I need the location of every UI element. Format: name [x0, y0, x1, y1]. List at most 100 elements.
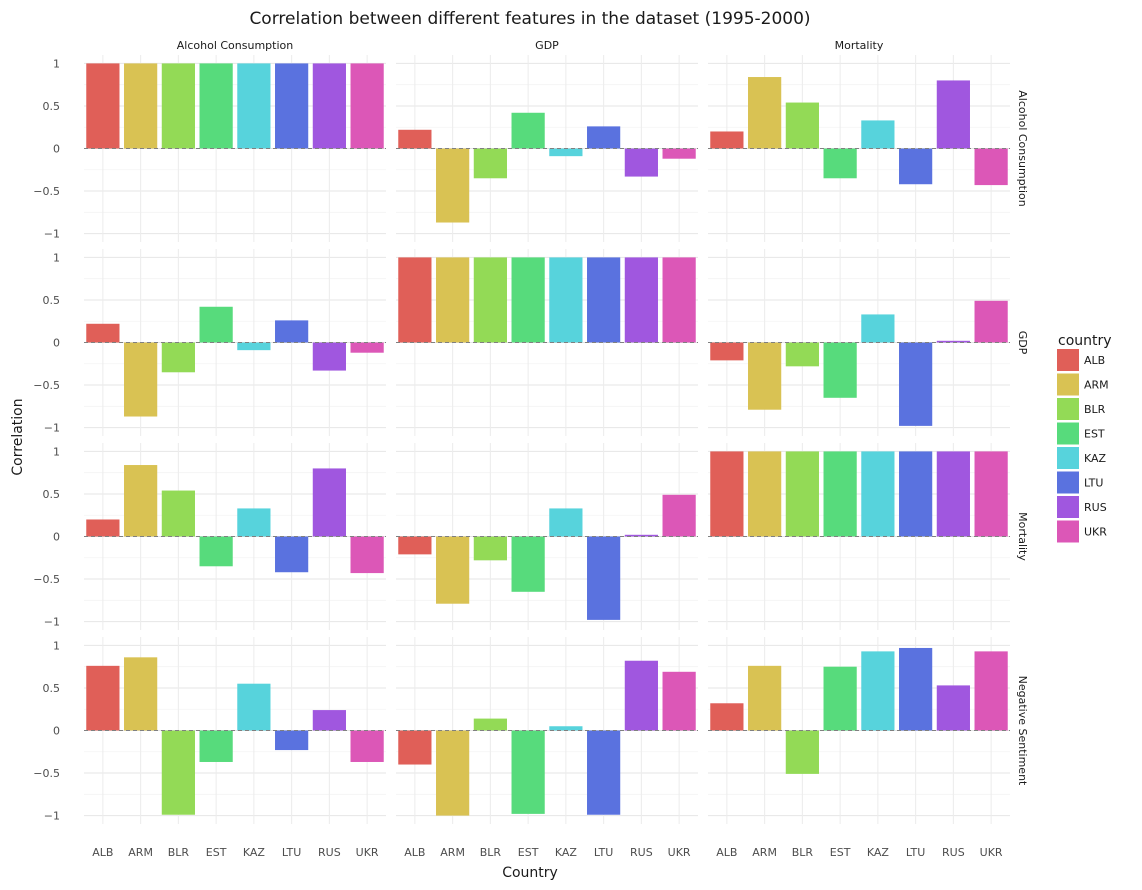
bar-kaz — [861, 451, 895, 537]
bar-blr — [473, 718, 507, 731]
y-tick-label: 0.5 — [43, 488, 61, 501]
bar-ltu — [587, 126, 621, 149]
y-tick-label: −1 — [44, 616, 60, 629]
legend-swatch-arm — [1057, 373, 1079, 396]
facet-row-label: Mortality — [1016, 512, 1029, 561]
bar-kaz — [237, 683, 271, 731]
y-axis-title: Correlation — [10, 398, 26, 475]
bar-blr — [785, 102, 819, 149]
legend-swatch-blr — [1057, 398, 1079, 420]
facet-panel — [396, 443, 698, 630]
x-tick-label: UKR — [356, 846, 379, 859]
bar-rus — [624, 148, 658, 177]
bar-kaz — [549, 148, 583, 157]
facet-panel — [708, 637, 1010, 824]
x-tick-label: ALB — [716, 846, 737, 859]
legend-swatch-est — [1057, 422, 1079, 445]
x-tick-label: ALB — [92, 846, 113, 859]
bar-arm — [124, 657, 158, 731]
chart-title: Correlation between different features i… — [249, 9, 810, 29]
facet-panel — [84, 55, 386, 242]
legend-swatch-kaz — [1057, 447, 1079, 469]
bar-arm — [124, 63, 158, 149]
bar-ltu — [275, 730, 309, 751]
bar-blr — [785, 342, 819, 367]
y-tick-label: −0.5 — [33, 767, 60, 780]
facet-panel — [84, 637, 386, 824]
x-tick-label: UKR — [668, 846, 691, 859]
y-tick-label: 0.5 — [43, 100, 61, 113]
bar-blr — [473, 148, 507, 179]
legend-swatch-ukr — [1057, 520, 1079, 543]
bar-blr — [473, 536, 507, 561]
bar-ukr — [662, 494, 696, 537]
facet-row-label: GDP — [1016, 331, 1029, 355]
bar-est — [511, 536, 545, 592]
bar-est — [511, 112, 545, 149]
bar-est — [199, 536, 233, 567]
bar-ukr — [662, 257, 696, 343]
bar-alb — [398, 536, 432, 555]
facet-panel — [84, 443, 386, 630]
bar-kaz — [861, 120, 895, 149]
y-tick-label: 0.5 — [43, 682, 61, 695]
facet-panels: Alcohol Consumption GDP Mortality Alcohol C… — [33, 39, 1029, 859]
x-tick-label: ARM — [440, 846, 465, 859]
x-tick-label: EST — [518, 846, 539, 859]
y-tick-label: 0 — [53, 725, 60, 738]
legend-swatch-ltu — [1057, 471, 1079, 494]
bar-rus — [312, 342, 346, 371]
bar-ukr — [662, 671, 696, 731]
bar-blr — [161, 490, 195, 537]
bar-est — [199, 306, 233, 343]
y-tick-label: −0.5 — [33, 379, 60, 392]
y-tick-label: 0 — [53, 143, 60, 156]
bar-ltu — [275, 320, 309, 343]
bar-ukr — [350, 536, 384, 574]
facet-panel — [396, 637, 698, 824]
legend-swatch-rus — [1057, 496, 1079, 518]
bar-ukr — [974, 300, 1008, 343]
bar-kaz — [549, 726, 583, 731]
bar-alb — [710, 703, 744, 731]
bar-rus — [936, 451, 970, 537]
bar-alb — [710, 342, 744, 361]
bar-ltu — [899, 342, 933, 426]
bar-ukr — [350, 63, 384, 149]
bar-ukr — [662, 148, 696, 159]
legend-label: KAZ — [1084, 452, 1107, 465]
facet-col-label: Alcohol Consumption — [177, 39, 293, 52]
y-tick-label: 0 — [53, 531, 60, 544]
y-tick-label: −1 — [44, 228, 60, 241]
y-tick-label: −0.5 — [33, 573, 60, 586]
y-tick-label: 1 — [53, 639, 60, 652]
x-tick-label: ARM — [128, 846, 153, 859]
bar-arm — [124, 342, 158, 417]
bar-rus — [624, 660, 658, 731]
bar-rus — [624, 534, 658, 537]
bar-blr — [161, 730, 195, 815]
x-axis-title: Country — [502, 865, 558, 881]
bar-rus — [312, 63, 346, 149]
bar-alb — [398, 129, 432, 149]
bar-blr — [785, 451, 819, 537]
bar-est — [823, 666, 857, 731]
bar-alb — [398, 730, 432, 765]
bar-est — [511, 257, 545, 343]
x-tick-label: RUS — [630, 846, 653, 859]
facet-panel — [84, 249, 386, 436]
x-tick-label: BLR — [168, 846, 190, 859]
facet-row-label: Alcohol Consumption — [1016, 90, 1029, 206]
bar-ltu — [587, 257, 621, 343]
x-tick-label: BLR — [480, 846, 502, 859]
facet-panel — [396, 249, 698, 436]
x-tick-label: UKR — [980, 846, 1003, 859]
legend-label: ARM — [1084, 379, 1109, 392]
bar-arm — [436, 536, 470, 604]
x-tick-label: BLR — [792, 846, 814, 859]
legend-label: ALB — [1084, 354, 1105, 367]
legend: country ALB ARM BLR EST KAZ LTU RUS UKR — [1057, 333, 1112, 543]
bar-alb — [710, 131, 744, 149]
x-tick-label: RUS — [942, 846, 965, 859]
